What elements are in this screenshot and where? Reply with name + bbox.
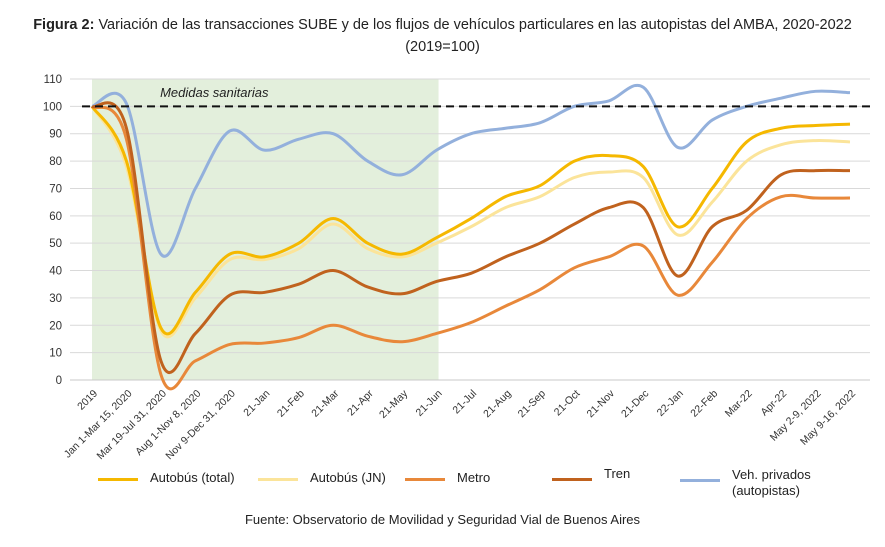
legend-label: Metro [457,470,491,485]
y-tick-label: 40 [49,266,62,278]
x-tick-label: 21-Jan [241,388,272,419]
legend: Autobús (total) Autobús (JN) Metro Tren … [0,466,885,510]
legend-swatch [680,479,720,482]
shaded-region-label: Medidas sanitarias [160,85,269,100]
legend-item-autobus-jn: Autobús (JN) [258,470,386,485]
y-tick-label: 50 [49,238,62,250]
x-tick-label: 21-Feb [275,388,307,420]
x-tick-label: 22-Jan [655,388,686,419]
legend-swatch [405,478,445,481]
chart-title: Figura 2: Variación de las transacciones… [0,14,885,58]
legend-label: Autobús (JN) [310,470,386,485]
series-line-autob-s-jn- [90,105,851,339]
x-tick-label: 21-Mar [309,387,341,419]
series-line-autob-s-total- [90,105,851,336]
y-tick-label: 100 [43,101,62,113]
y-tick-label: 70 [49,183,62,195]
y-tick-label: 90 [49,129,62,141]
legend-swatch [98,478,138,481]
x-tick-label: Apr-22 [758,388,789,419]
x-tick-label: 21-Apr [345,387,376,418]
series-line-metro [90,105,851,391]
x-tick-label: 21-Aug [481,388,514,421]
y-tick-label: 0 [56,375,62,387]
legend-swatch [552,478,592,481]
y-tick-label: 10 [49,348,62,360]
legend-label: Tren [604,466,631,481]
x-tick-label: 21-May [377,387,411,421]
y-tick-label: 30 [49,293,62,305]
legend-swatch [258,478,298,481]
x-tick-label: 21-Sep [516,388,549,421]
x-tick-label: 21-Nov [585,387,618,420]
x-tick-label: 2019 [75,388,100,413]
x-tick-label: Mar-22 [723,388,755,420]
x-tick-label: 21-Jul [450,388,479,417]
source-note: Fuente: Observatorio de Movilidad y Segu… [244,512,641,527]
title-text: Variación de las transacciones SUBE y de… [98,17,852,55]
x-tick-label: 22-Feb [688,388,720,420]
legend-item-metro: Metro [405,470,490,485]
y-tick-label: 110 [44,74,62,86]
legend-label-line: (autopistas) [732,483,800,498]
legend-item-tren: Tren [552,466,630,481]
series-line-veh-privados-autopistas- [91,83,851,258]
x-tick-label: 21-Oct [552,388,583,419]
legend-label-line: Veh. privados [732,467,811,482]
x-tick-label: 21-Dec [619,388,651,420]
shaded-region [92,79,439,380]
x-tick-label: 21-Jun [413,388,444,419]
y-tick-label: 20 [49,320,62,332]
legend-item-veh-privados: Veh. privados (autopistas) [680,467,811,499]
y-tick-label: 60 [49,211,62,223]
series-line-tren [91,101,851,374]
y-tick-label: 80 [49,156,62,168]
legend-label: Autobús (total) [150,470,235,485]
figure-label: Figura 2: [33,17,95,33]
legend-item-autobus-total: Autobús (total) [98,470,235,485]
legend-label: Veh. privados (autopistas) [732,467,811,499]
